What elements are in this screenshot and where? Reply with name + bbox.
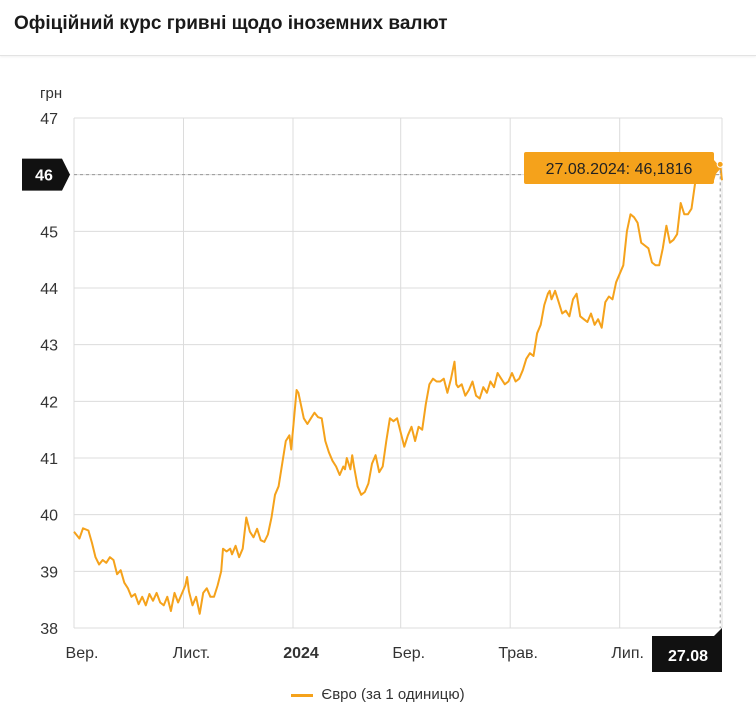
page-title: Офіційний курс гривні щодо іноземних вал…	[0, 0, 756, 56]
y-crosshair-label: 46	[35, 168, 53, 185]
hover-point	[716, 160, 724, 168]
series-group	[73, 163, 723, 615]
y-crosshair-marker	[22, 158, 70, 191]
x-crosshair-label: 27.08	[668, 648, 708, 665]
x-tick-label: Вер.	[66, 645, 99, 662]
y-tick-label: 42	[40, 394, 58, 411]
grid	[73, 117, 723, 629]
y-tick-label: 39	[40, 564, 58, 581]
y-tick-label: 43	[40, 338, 58, 355]
y-tick-label: 45	[40, 224, 58, 241]
x-crosshair-marker	[652, 628, 722, 672]
y-axis-label: грн	[40, 85, 62, 102]
x-tick-label: Трав.	[498, 645, 538, 662]
series-line-euro	[73, 163, 723, 615]
legend-label: Євро (за 1 одиницю)	[321, 686, 465, 703]
crosshair-overlay: 46 27.08 27.08.2024: 46,1816	[22, 152, 724, 672]
y-tick-label: 40	[40, 508, 58, 525]
line-chart[interactable]: 38 39 40 41 42 43 44 45 46 47 Вер. Лист. 2024 Бер. Тр…	[0, 56, 756, 676]
tooltip-label: 27.08.2024: 46,1816	[546, 161, 693, 178]
x-axis-ticks: Вер. Лист. 2024 Бер. Трав. Лип.	[66, 645, 644, 662]
y-tick-label: 38	[40, 621, 58, 638]
x-tick-label: Лист.	[173, 645, 210, 662]
x-tick-label: Бер.	[392, 645, 425, 662]
legend[interactable]: Євро (за 1 одиницю)	[0, 686, 756, 703]
tooltip-box	[524, 152, 714, 184]
y-tick-label: 44	[40, 281, 58, 298]
legend-swatch	[291, 693, 314, 697]
tooltip-pointer	[714, 160, 721, 176]
x-tick-label: Лип.	[611, 645, 644, 662]
x-tick-label: 2024	[283, 645, 319, 662]
y-tick-label: 41	[40, 451, 58, 468]
y-tick-label: 47	[40, 111, 58, 128]
